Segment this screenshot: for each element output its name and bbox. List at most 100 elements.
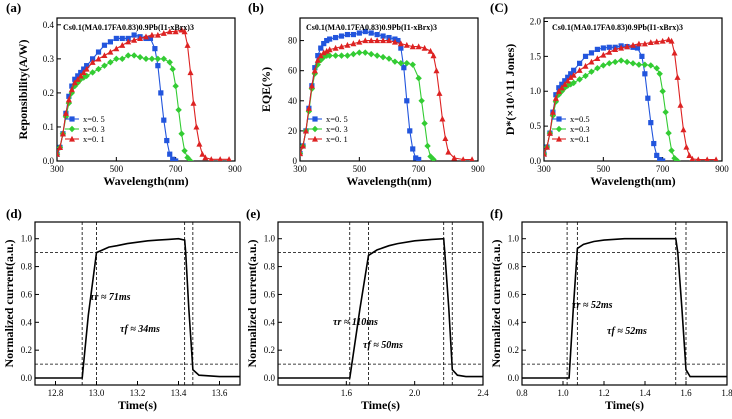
- data-point: [154, 31, 161, 38]
- data-point: [356, 30, 362, 36]
- legend-marker: [312, 116, 318, 122]
- panel-label: (e): [246, 206, 260, 221]
- data-point: [160, 55, 167, 63]
- data-point: [71, 79, 78, 86]
- data-point: [647, 62, 654, 69]
- data-point: [654, 152, 660, 159]
- y-tick-label: 0.0: [530, 156, 542, 166]
- plot-frame: [277, 221, 484, 386]
- data-point: [460, 156, 466, 161]
- data-point: [653, 65, 660, 72]
- data-point: [338, 43, 345, 50]
- data-point: [559, 81, 565, 87]
- y-tick-label: 0.0: [508, 373, 520, 383]
- data-point: [300, 150, 303, 157]
- data-point: [588, 68, 595, 75]
- data-layer: [57, 26, 232, 161]
- data-point: [90, 56, 96, 62]
- data-point: [606, 44, 612, 50]
- plot-frame: [299, 17, 479, 162]
- data-point: [350, 40, 357, 47]
- data-point: [385, 55, 393, 62]
- x-tick-label: 13.2: [130, 388, 146, 398]
- data-point: [77, 72, 84, 79]
- x-tick-label: 0.8: [516, 388, 528, 398]
- data-point: [368, 50, 375, 58]
- y-tick-label: 0.0: [21, 373, 33, 383]
- data-point: [202, 154, 209, 161]
- data-point: [424, 142, 431, 150]
- data-point: [178, 130, 185, 137]
- y-tick-label: 2.0: [530, 16, 542, 26]
- data-point: [549, 108, 556, 115]
- data-point: [386, 37, 392, 44]
- data-point: [577, 60, 583, 66]
- data-point: [570, 72, 577, 78]
- y-tick-label: 0.4: [264, 317, 276, 327]
- data-point: [137, 35, 144, 42]
- data-point: [395, 37, 401, 44]
- data-point: [193, 123, 200, 130]
- data-point: [107, 59, 114, 66]
- panel-a: (a) 300 500 700 900 0.0 0.1 0.2 0.3 0.4 Wavelength…: [6, 0, 242, 188]
- plot-frame: [543, 17, 723, 162]
- data-point: [657, 157, 663, 161]
- legend-entry: x=0. 1: [326, 134, 348, 144]
- data-point: [181, 28, 188, 35]
- data-point: [113, 45, 120, 52]
- data-point: [311, 67, 318, 74]
- x-tick-label: 12.8: [48, 388, 64, 398]
- data-point: [544, 150, 547, 157]
- data-point: [178, 26, 185, 33]
- x-tick-label: 700: [656, 164, 670, 174]
- panel-e: (e) 1.6 2.0 2.4 0.0 0.2 0.4 0.6 0.8 1.0 Time(s) Nor…: [245, 206, 489, 412]
- data-point: [651, 140, 657, 147]
- data-point: [119, 35, 125, 42]
- data-point: [674, 157, 681, 161]
- data-point: [409, 61, 416, 68]
- x-axis-label: Wavelength(nm): [590, 174, 675, 188]
- x-tick-label: 13.4: [171, 388, 187, 398]
- data-point: [415, 75, 422, 82]
- panel-label: (a): [6, 0, 21, 15]
- data-point: [713, 156, 719, 161]
- data-point: [323, 47, 330, 54]
- data-point: [324, 37, 330, 44]
- data-point: [326, 46, 333, 53]
- data-point: [65, 96, 72, 103]
- panel-label: (b): [248, 0, 264, 15]
- data-point: [362, 49, 369, 56]
- data-point: [315, 53, 321, 59]
- x-tick-label: 2.4: [477, 388, 489, 398]
- y-tick-label: 0.0: [264, 373, 276, 383]
- data-point: [641, 61, 649, 68]
- data-point: [344, 31, 351, 38]
- x-tick-label: 1.2: [598, 388, 609, 398]
- x-axis-label: Time(s): [361, 398, 400, 412]
- data-point: [107, 48, 114, 55]
- data-point: [570, 79, 577, 87]
- annotation-tau: τr ≈ 52ms: [572, 300, 613, 311]
- data-point: [125, 35, 131, 42]
- x-tick-label: 500: [353, 164, 367, 174]
- data-point: [164, 137, 170, 144]
- data-point: [660, 158, 666, 161]
- data-point: [350, 31, 356, 38]
- data-point: [75, 73, 81, 79]
- data-point: [407, 128, 413, 134]
- data-point: [409, 43, 416, 50]
- x-axis-label: Wavelength(nm): [103, 174, 188, 188]
- data-point: [119, 42, 126, 48]
- y-tick-label: 0.4: [508, 317, 520, 327]
- data-point: [588, 50, 595, 56]
- x-axis-label: Time(s): [605, 398, 644, 412]
- annotation-tau: τr ≈ 71ms: [90, 292, 131, 303]
- data-layer: [544, 36, 719, 161]
- data-point: [83, 65, 90, 72]
- data-point: [606, 60, 613, 67]
- data-point: [391, 58, 399, 65]
- chart-title: Cs0.1(MA0.17FA0.83)0.9Pb(I1-xBrx)3: [306, 23, 437, 32]
- data-point: [421, 120, 428, 127]
- data-point: [671, 49, 678, 56]
